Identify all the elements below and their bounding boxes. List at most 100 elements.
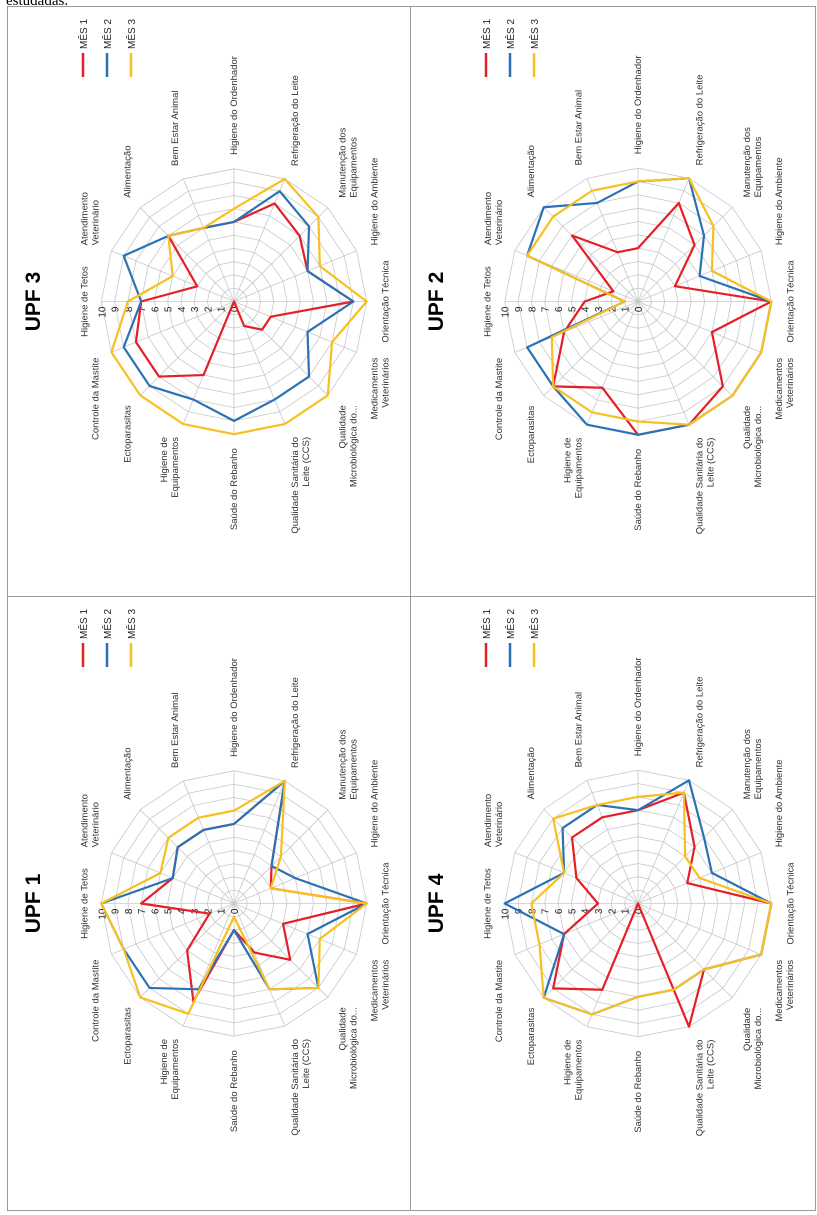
legend-label: MÊS 3 — [528, 609, 541, 639]
chart-upf-1: UPF 1 Higiene de Tetos AtendimentoVeteriná… — [8, 597, 410, 1210]
axis-label: Controle da Mastite — [91, 358, 102, 440]
legend-label: MÊS 2 — [101, 609, 114, 639]
axis-spoke — [182, 178, 235, 302]
radial-tick-label: 0 — [634, 908, 645, 914]
radial-tick-label: 5 — [164, 908, 175, 914]
chart-title: UPF 3 — [22, 272, 45, 332]
axis-spoke — [586, 780, 639, 904]
radial-tick-label: 2 — [203, 908, 214, 914]
axis-spoke — [586, 178, 639, 302]
axis-spoke — [637, 206, 733, 302]
radial-tick-label: 7 — [541, 306, 552, 312]
chart-title: UPF 4 — [425, 873, 448, 933]
grid-divider-horizontal — [7, 596, 816, 597]
axis-label: Refrigeração do Leite — [290, 75, 301, 166]
axis-label: Orientação Técnica — [785, 260, 796, 343]
axis-spoke — [233, 903, 329, 998]
axis-label: Manutenção dosEquipamentos — [742, 127, 764, 197]
grid-divider-vertical — [410, 6, 411, 1211]
radial-tick-label: 6 — [150, 306, 161, 312]
axis-label: QualidadeMicrobiológica do... — [742, 406, 764, 488]
radial-tick-label: 5 — [164, 306, 175, 312]
axis-label: Orientação Técnica — [381, 260, 392, 343]
chart-title: UPF 1 — [22, 873, 45, 933]
axis-spoke — [514, 903, 639, 955]
axis-label: Manutenção dosEquipamentos — [338, 729, 360, 799]
radial-tick-label: 6 — [554, 908, 565, 914]
radial-tick-label: 4 — [177, 306, 188, 312]
axis-label: Higiene do Ordenhador — [633, 55, 644, 154]
axis-label: Higiene deEquipamentos — [563, 437, 585, 498]
axis-label: Higiene de Tetos — [79, 266, 90, 337]
axis-spoke — [637, 903, 733, 999]
radial-tick-label: 8 — [124, 908, 135, 914]
radial-tick-label: 6 — [554, 306, 565, 312]
axis-label: Orientação Técnica — [381, 862, 392, 945]
radial-tick-label: 9 — [111, 306, 122, 312]
axis-spoke — [233, 178, 286, 302]
rotated-chart-group: UPF 4 Higiene de Tetos AtendimentoVeteriná… — [425, 609, 796, 1137]
axis-label: Higiene do Ordenhador — [229, 658, 240, 757]
axis-spoke — [543, 903, 639, 999]
axis-label: QualidadeMicrobiológica do... — [338, 1007, 360, 1089]
legend-label: MÊS 1 — [77, 19, 90, 49]
axis-label: Controle da Mastite — [494, 960, 505, 1042]
axis-label: Ectoparasitas — [526, 405, 537, 463]
legend-label: MÊS 2 — [504, 609, 517, 639]
axis-label: Higiene deEquipamentos — [159, 437, 181, 498]
axis-label: AtendimentoVeterinário — [483, 192, 505, 245]
axis-label: Higiene do Ambiente — [774, 759, 785, 847]
radial-tick-label: 4 — [581, 306, 592, 312]
axis-spoke — [543, 808, 639, 904]
axis-label: Controle da Mastite — [494, 358, 505, 440]
radial-tick-label: 7 — [541, 908, 552, 914]
axis-spoke — [111, 301, 235, 353]
radial-tick-label: 0 — [634, 306, 645, 312]
axis-label: QualidadeMicrobiológica do... — [338, 405, 360, 487]
axis-label: Higiene deEquipamentos — [159, 1039, 181, 1100]
axis-label: Higiene de Tetos — [79, 868, 90, 939]
axis-label: Refrigeração do Leite — [290, 677, 301, 768]
radial-tick-label: 10 — [501, 908, 512, 920]
radial-tick-label: 5 — [567, 306, 578, 312]
axis-spoke — [139, 207, 235, 302]
rotated-chart-group: UPF 1 Higiene de Tetos AtendimentoVeteriná… — [22, 609, 392, 1136]
axis-label: Higiene do Ordenhador — [229, 56, 240, 155]
axis-label: Bem Estar Animal — [574, 90, 585, 166]
axis-label: Higiene deEquipamentos — [563, 1039, 585, 1100]
axis-label: AtendimentoVeterinário — [80, 192, 102, 245]
series-line-3 — [110, 177, 368, 436]
radial-tick-label: 4 — [177, 908, 188, 914]
axis-label: Higiene do Ambiente — [369, 158, 380, 246]
axis-label: Higiene do Ordenhador — [633, 657, 644, 756]
radial-tick-label: 10 — [501, 306, 512, 318]
radial-tick-label: 10 — [97, 908, 108, 920]
axis-label: Alimentação — [526, 747, 537, 799]
figure-caption: estudadas. — [6, 0, 69, 9]
axis-label: Qualidade Sanitária doLeite (CCS) — [694, 1040, 716, 1137]
radial-tick-label: 2 — [203, 306, 214, 312]
radial-tick-label: 0 — [230, 908, 241, 914]
radial-tick-label: 4 — [581, 908, 592, 914]
axis-label: AtendimentoVeterinário — [483, 794, 505, 847]
chart-upf-3: UPF 3 Higiene de Tetos AtendimentoVeteriná… — [8, 7, 410, 596]
axis-label: Ectoparasitas — [122, 405, 133, 463]
axis-label: Qualidade Sanitária doLeite (CCS) — [290, 437, 312, 534]
axis-spoke — [233, 903, 286, 1027]
axis-spoke — [182, 780, 235, 904]
axis-label: Manutenção dosEquipamentos — [338, 127, 360, 197]
axis-spoke — [233, 903, 357, 955]
axis-spoke — [233, 301, 329, 396]
radial-tick-label: 6 — [150, 908, 161, 914]
legend-label: MÊS 3 — [125, 609, 138, 639]
radial-tick-label: 1 — [217, 908, 228, 914]
axis-spoke — [543, 206, 639, 302]
axis-spoke — [233, 780, 286, 904]
axis-spoke — [637, 301, 762, 353]
legend-label: MÊS 2 — [101, 19, 114, 49]
axis-label: Refrigeração do Leite — [694, 677, 705, 768]
axis-label: QualidadeMicrobiológica do... — [742, 1008, 764, 1090]
axis-label: MedicamentosVeterinários — [774, 358, 796, 420]
axis-spoke — [637, 178, 690, 302]
legend-label: MÊS 1 — [480, 609, 493, 639]
